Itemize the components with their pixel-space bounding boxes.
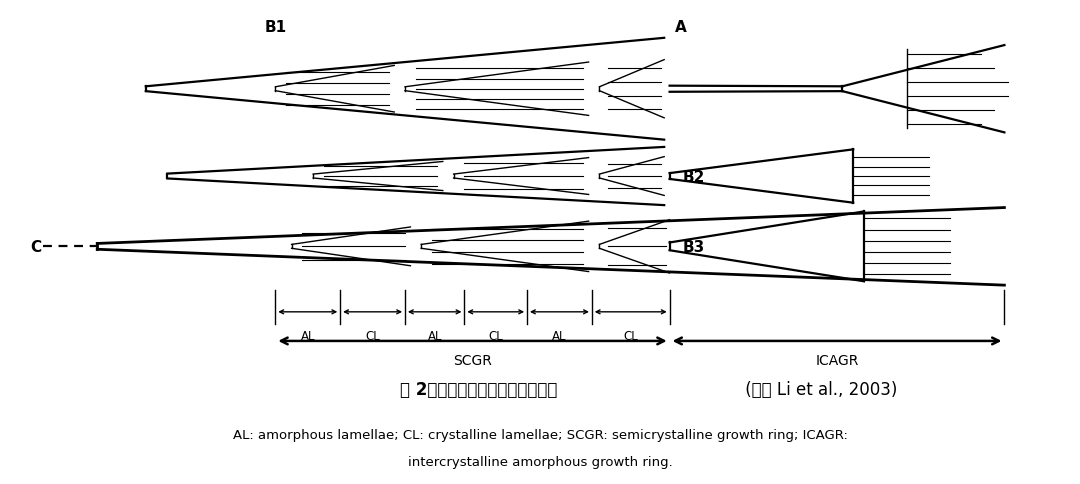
Text: B2: B2 [683, 169, 705, 184]
Text: A: A [675, 20, 687, 35]
Text: B3: B3 [683, 240, 705, 254]
Text: CL: CL [488, 329, 503, 342]
Text: AL: AL [428, 329, 442, 342]
Text: AL: AL [300, 329, 315, 342]
Text: AL: amorphous lamellae; CL: crystalline lamellae; SCGR: semicrystalline growth r: AL: amorphous lamellae; CL: crystalline … [232, 428, 848, 441]
Text: ICAGR: ICAGR [815, 353, 859, 367]
Text: SCGR: SCGR [454, 353, 491, 367]
Text: C: C [30, 240, 41, 254]
Text: intercrystalline amorphous growth ring.: intercrystalline amorphous growth ring. [407, 455, 673, 468]
Text: (引自 Li et al., 2003): (引自 Li et al., 2003) [740, 380, 897, 398]
Text: B1: B1 [265, 20, 286, 35]
Text: 图 2：支链淀粉的精细结构模式图: 图 2：支链淀粉的精细结构模式图 [400, 380, 557, 398]
Text: CL: CL [365, 329, 380, 342]
Text: CL: CL [623, 329, 638, 342]
Text: AL: AL [552, 329, 567, 342]
